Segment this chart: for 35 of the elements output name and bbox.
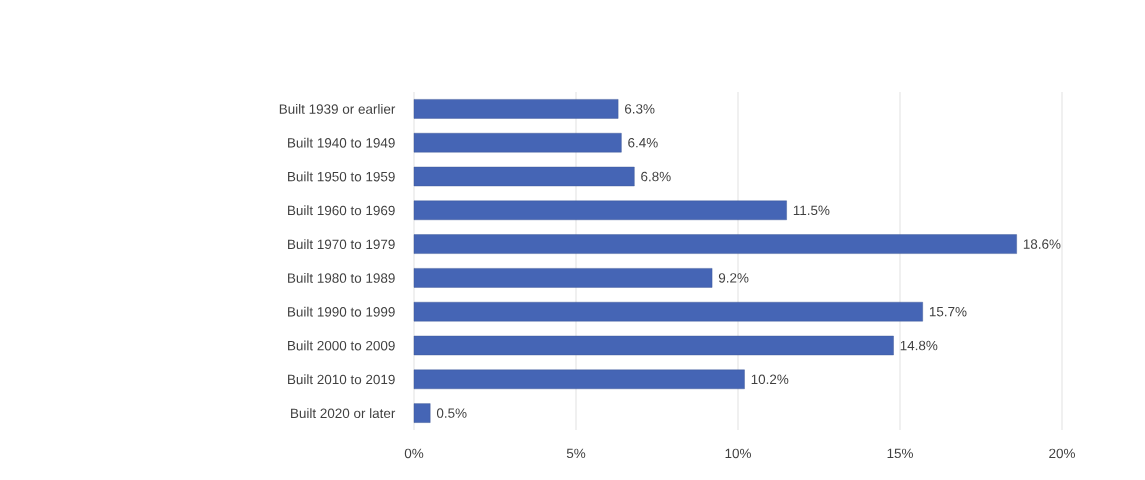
data-label: 18.6% xyxy=(1023,239,1061,249)
x-tick-label: 20% xyxy=(1049,448,1075,459)
data-label: 0.5% xyxy=(436,408,467,418)
bar xyxy=(413,403,431,423)
data-label: 6.3% xyxy=(624,104,655,114)
x-tick-label: 0% xyxy=(404,448,424,459)
y-tick-label: Built 1939 or earlier xyxy=(279,103,396,114)
y-tick-label: Built 1960 to 1969 xyxy=(288,205,395,216)
data-label: 11.5% xyxy=(793,205,830,216)
bar xyxy=(413,268,713,288)
y-tick-label: Built 2000 to 2009 xyxy=(288,340,395,351)
data-label: 14.8% xyxy=(900,340,938,351)
data-label: 9.2% xyxy=(718,273,749,283)
y-tick-label: Built 2010 to 2019 xyxy=(288,374,395,385)
y-tick-label: Built 1990 to 1999 xyxy=(288,306,395,317)
data-label: 6.4% xyxy=(628,137,658,148)
bar xyxy=(413,99,619,119)
bar xyxy=(413,335,894,356)
y-tick-label: Built 1950 to 1959 xyxy=(288,171,395,182)
x-tick-label: 10% xyxy=(725,448,751,459)
bar xyxy=(413,234,1017,254)
bar xyxy=(413,133,622,153)
data-label: 10.2% xyxy=(751,374,789,385)
y-tick-label: Built 1980 to 1989 xyxy=(288,272,395,283)
bar xyxy=(413,302,923,322)
y-tick-label: Built 2020 or later xyxy=(291,408,396,419)
bar xyxy=(413,369,745,389)
bar xyxy=(413,166,635,187)
data-label: 15.7% xyxy=(929,306,967,317)
y-tick-label: Built 1970 to 1979 xyxy=(288,239,395,250)
x-tick-label: 5% xyxy=(566,448,586,459)
data-label: 6.8% xyxy=(641,171,671,182)
x-tick-label: 15% xyxy=(887,448,913,459)
y-tick-label: Built 1940 to 1949 xyxy=(288,137,395,148)
bar xyxy=(413,200,787,220)
